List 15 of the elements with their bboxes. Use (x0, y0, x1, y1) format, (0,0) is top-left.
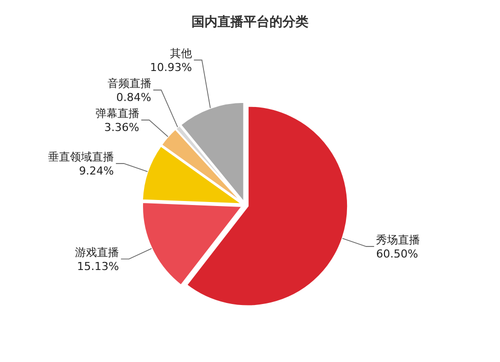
slice-label: 垂直领域直播 (48, 150, 114, 164)
data-label: 15.13% (77, 260, 119, 274)
data-label: 9.24% (78, 164, 114, 178)
pie-slice (142, 202, 244, 286)
data-label: 60.50% (376, 247, 418, 260)
data-label: 3.36% (104, 121, 140, 134)
slice-label: 音频直播 (107, 77, 152, 90)
pie-slice (180, 101, 245, 203)
chart-title: 国内直播平台的分类 (192, 14, 308, 30)
slice-label: 其他 (170, 47, 192, 60)
slice-label: 弹幕直播 (95, 107, 140, 120)
data-label: 0.84% (116, 91, 152, 104)
data-label: 10.93% (150, 61, 192, 74)
slice-label: 游戏直播 (74, 246, 119, 260)
slice-label: 秀场直播 (376, 233, 420, 246)
